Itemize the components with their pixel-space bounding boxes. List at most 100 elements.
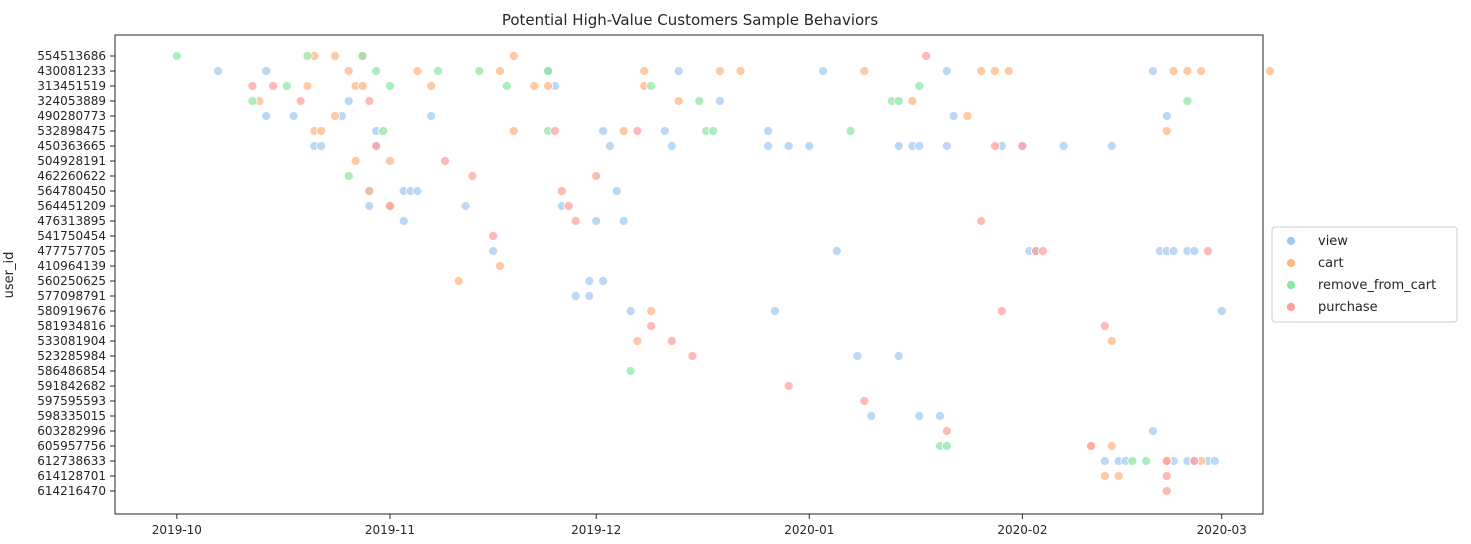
data-point-purchase: [996, 305, 1007, 317]
data-point-remove-from-cart: [1182, 95, 1193, 107]
legend-label: purchase: [1318, 300, 1378, 315]
data-point-cart: [632, 335, 643, 347]
data-point-view: [914, 140, 925, 152]
data-point-remove-from-cart: [694, 95, 705, 107]
data-point-remove-from-cart: [384, 80, 396, 92]
data-point-purchase: [488, 230, 499, 242]
legend-marker: [1285, 257, 1297, 269]
data-point-cart: [976, 65, 987, 77]
y-tick-label: 605957756: [37, 439, 106, 453]
data-point-cart: [508, 50, 519, 62]
data-point-view: [666, 140, 677, 152]
data-point-view: [343, 95, 354, 107]
data-point-purchase: [632, 125, 643, 137]
legend-marker: [1285, 279, 1297, 291]
data-point-view: [598, 125, 609, 137]
y-tick-label: 533081904: [37, 334, 106, 348]
data-point-cart: [1264, 65, 1275, 77]
data-point-view: [618, 215, 629, 227]
data-point-remove-from-cart: [343, 170, 354, 182]
data-point-view: [261, 65, 272, 77]
data-point-cart: [1196, 65, 1207, 77]
data-point-view: [1161, 110, 1172, 122]
y-tick-label: 603282996: [37, 424, 106, 438]
data-point-cart: [639, 65, 650, 77]
data-point-cart: [357, 80, 368, 92]
x-tick-label: 2019-10: [152, 523, 202, 537]
data-point-view: [783, 140, 794, 152]
data-point-view: [914, 410, 925, 422]
x-tick-label: 2020-03: [1197, 523, 1247, 537]
legend-label: cart: [1318, 256, 1344, 271]
y-tick-label: 560250625: [37, 274, 106, 288]
y-tick-label: 612738633: [37, 454, 106, 468]
data-point-purchase: [268, 80, 279, 92]
legend-box: [1271, 226, 1458, 323]
data-point-cart: [1106, 440, 1117, 452]
data-point-remove-from-cart: [171, 50, 182, 62]
data-point-view: [866, 410, 877, 422]
y-tick-label: 490280773: [37, 109, 106, 123]
data-point-view: [398, 215, 409, 227]
data-point-view: [591, 215, 602, 227]
data-point-view: [763, 125, 774, 137]
legend-label: view: [1318, 234, 1348, 249]
y-tick-label: 541750454: [37, 229, 106, 243]
data-point-cart: [329, 50, 341, 62]
data-point-view: [1216, 305, 1227, 317]
y-tick-label: 614128701: [37, 469, 106, 483]
data-point-view: [488, 245, 499, 257]
data-point-purchase: [1161, 455, 1172, 467]
data-point-remove-from-cart: [543, 65, 554, 77]
data-point-view: [611, 185, 622, 197]
legend: view cart remove_from_cart purchase: [1271, 226, 1458, 323]
data-point-view: [1058, 140, 1069, 152]
data-point-remove-from-cart: [914, 80, 925, 92]
data-point-cart: [618, 125, 629, 137]
x-tick-label: 2019-11: [365, 523, 415, 537]
data-point-view: [763, 140, 774, 152]
data-point-remove-from-cart: [247, 95, 258, 107]
data-point-view: [213, 65, 224, 77]
data-point-view: [412, 185, 423, 197]
y-tick-label: 430081233: [37, 64, 106, 78]
data-point-remove-from-cart: [302, 50, 313, 62]
data-point-purchase: [556, 185, 567, 197]
data-point-purchase: [439, 155, 451, 167]
data-point-view: [625, 305, 636, 317]
data-point-remove-from-cart: [625, 365, 636, 377]
data-point-remove-from-cart: [433, 65, 444, 77]
data-point-purchase: [1202, 245, 1214, 257]
data-point-remove-from-cart: [708, 125, 719, 137]
data-point-cart: [1099, 470, 1110, 482]
data-point-view: [426, 110, 437, 122]
data-point-cart: [989, 65, 1000, 77]
y-tick-label: 581934816: [37, 319, 106, 333]
data-point-cart: [1182, 65, 1193, 77]
data-point-cart: [350, 155, 361, 167]
data-point-remove-from-cart: [646, 80, 657, 92]
data-point-view: [852, 350, 863, 362]
data-point-purchase: [1037, 245, 1049, 257]
data-point-remove-from-cart: [371, 65, 382, 77]
y-tick-label: 564780450: [37, 184, 106, 198]
data-point-purchase: [549, 125, 561, 137]
data-point-cart: [673, 95, 684, 107]
data-point-view: [941, 140, 952, 152]
data-point-remove-from-cart: [1127, 455, 1138, 467]
y-tick-label: 564451209: [37, 199, 106, 213]
data-point-cart: [962, 110, 973, 122]
data-point-cart: [529, 80, 540, 92]
data-point-view: [893, 350, 904, 362]
x-tick-label: 2020-01: [784, 523, 834, 537]
data-point-cart: [316, 125, 327, 137]
data-point-purchase: [666, 335, 677, 347]
data-point-purchase: [563, 200, 574, 212]
data-point-purchase: [371, 140, 382, 152]
data-point-view: [604, 140, 615, 152]
data-point-view: [1168, 245, 1179, 257]
data-point-cart: [859, 65, 870, 77]
y-tick-label: 523285984: [37, 349, 106, 363]
data-point-view: [1147, 65, 1159, 77]
data-point-purchase: [467, 170, 478, 182]
